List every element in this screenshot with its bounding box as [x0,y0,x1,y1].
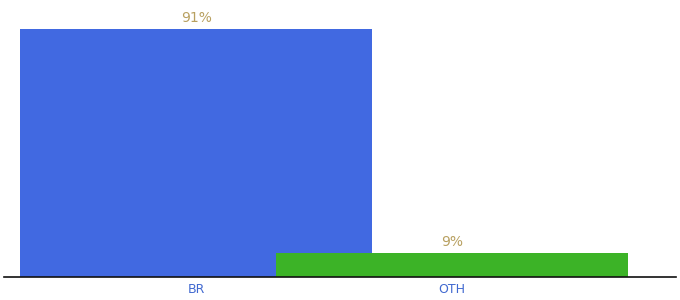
Bar [20,29,372,277]
Text: 9%: 9% [441,235,463,249]
Bar [276,253,628,277]
Text: 91%: 91% [181,11,211,25]
